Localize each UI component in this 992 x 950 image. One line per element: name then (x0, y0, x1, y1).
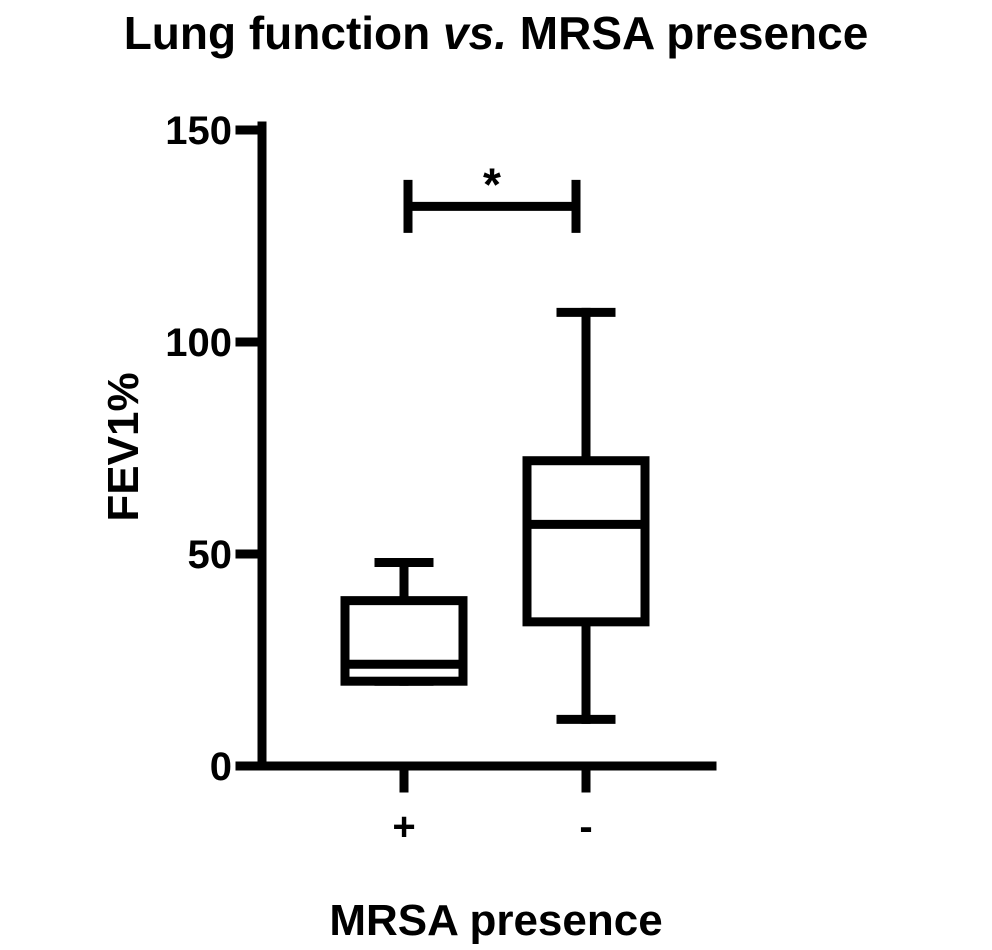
y-tick-label: 100 (165, 321, 232, 365)
box-mrsa-negative (522, 307, 650, 724)
significance-bracket: * (403, 158, 581, 233)
x-tick-label: - (579, 805, 592, 849)
x-axis-title: MRSA presence (329, 896, 662, 945)
x-ticks: + - (392, 761, 593, 849)
boxes (340, 307, 650, 724)
y-tick-label: 0 (210, 745, 232, 789)
x-tick-label: + (392, 805, 415, 849)
chart-title-part1: Lung function (123, 7, 444, 59)
box-mrsa-positive (340, 557, 468, 686)
y-axis-title: FEV1% (99, 372, 148, 521)
y-tick-label: 150 (165, 109, 232, 153)
significance-label: * (483, 158, 501, 210)
chart-title-part2: vs. (443, 7, 507, 59)
y-ticks: 0 50 100 150 (165, 109, 267, 789)
axes (257, 121, 717, 771)
y-tick-label: 50 (188, 533, 233, 577)
chart-title: Lung function vs. MRSA presence (0, 6, 992, 60)
interquartile-box (522, 456, 650, 627)
interquartile-box (340, 596, 468, 686)
chart-title-part3: MRSA presence (507, 7, 869, 59)
